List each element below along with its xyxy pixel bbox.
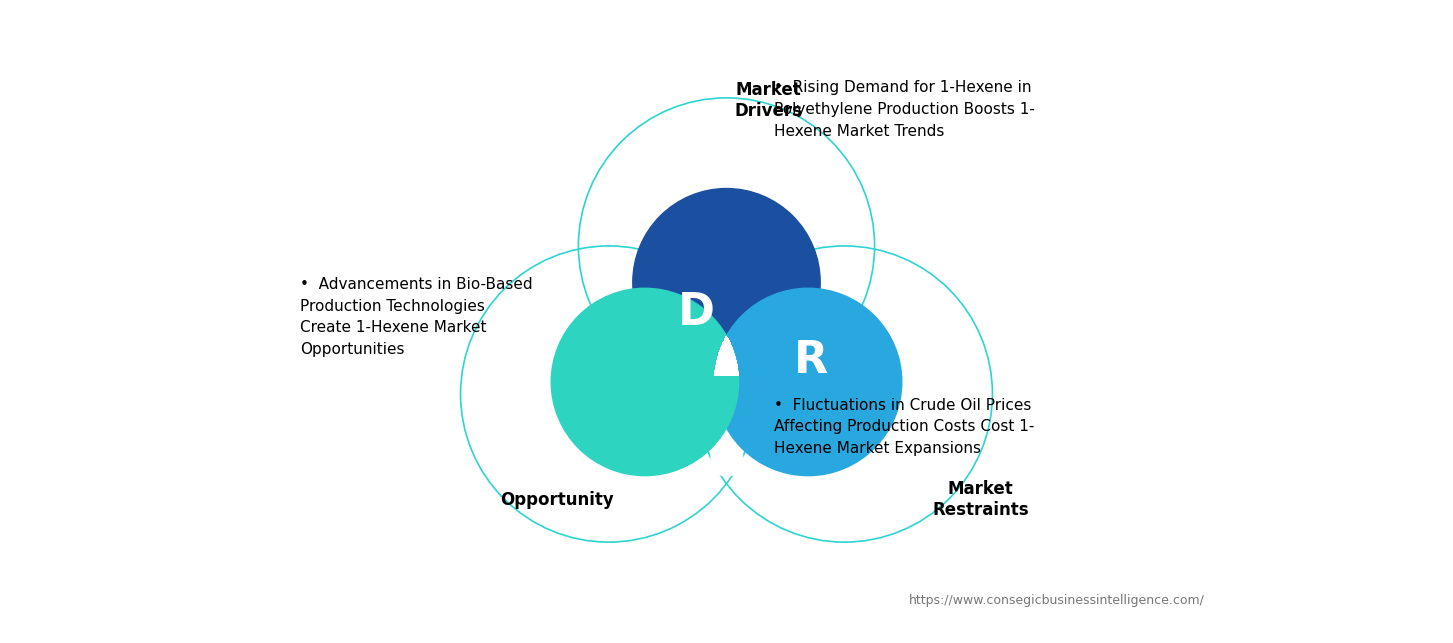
Text: R: R: [793, 340, 828, 383]
Text: •  Rising Demand for 1-Hexene in
Polyethylene Production Boosts 1-
Hexene Market: • Rising Demand for 1-Hexene in Polyethy…: [774, 80, 1035, 138]
Text: Opportunity: Opportunity: [500, 491, 615, 509]
Text: •  Advancements in Bio-Based
Production Technologies
Create 1-Hexene Market
Oppo: • Advancements in Bio-Based Production T…: [299, 277, 533, 357]
Text: D: D: [677, 291, 715, 334]
Text: https://www.consegicbusinessintelligence.com/: https://www.consegicbusinessintelligence…: [910, 594, 1205, 607]
Circle shape: [634, 188, 819, 376]
Text: •  Fluctuations in Crude Oil Prices
Affecting Production Costs Cost 1-
Hexene Ma: • Fluctuations in Crude Oil Prices Affec…: [774, 397, 1035, 456]
Text: Market
Restraints: Market Restraints: [931, 480, 1029, 519]
Text: O: O: [708, 442, 745, 485]
Circle shape: [551, 288, 738, 476]
Text: Market
Drivers: Market Drivers: [735, 82, 804, 120]
Circle shape: [715, 288, 902, 476]
